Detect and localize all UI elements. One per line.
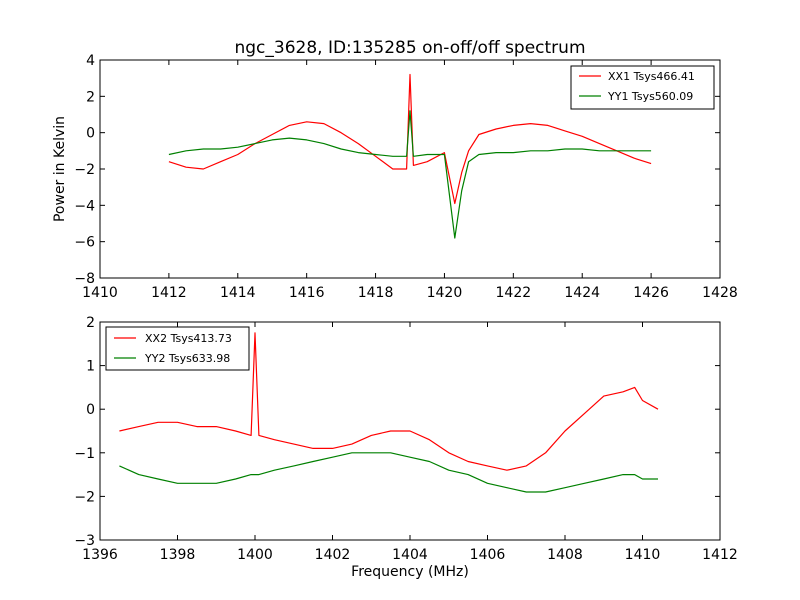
bottom-tick-layer: 1396 1398 1400 1402 1404 1406 1408 1410 1412 −3 −2… — [74, 315, 737, 563]
bottom-y-tick-label: 0 — [86, 402, 95, 418]
top-series-line-2 — [168, 110, 652, 239]
bottom-x-tick-label: 1410 — [625, 547, 661, 563]
top-x-tick-label: 1418 — [358, 285, 394, 301]
top-series-layer — [168, 73, 652, 239]
top-legend-box — [570, 65, 715, 110]
bottom-legend-label-xx2: XX2 Tsys413.73 — [145, 332, 232, 345]
bottom-series-line-2 — [119, 452, 658, 493]
bottom-legend: XX2 Tsys413.73 YY2 Tsys633.98 — [105, 326, 250, 371]
top-x-tick-label: 1412 — [151, 285, 187, 301]
bottom-legend-box — [105, 326, 250, 371]
top-y-tick-label: −6 — [74, 235, 95, 251]
top-series-line-1 — [168, 73, 652, 205]
bottom-x-tick-label: 1402 — [315, 547, 351, 563]
top-legend-label-yy1: YY1 Tsys560.09 — [607, 90, 693, 103]
bottom-x-axis-label: Frequency (MHz) — [351, 564, 469, 580]
bottom-y-tick-label: 2 — [86, 315, 95, 331]
top-x-tick-label: 1422 — [496, 285, 532, 301]
bottom-y-tick-label: −2 — [74, 489, 95, 505]
bottom-x-tick-label: 1408 — [547, 547, 583, 563]
top-y-tick-label: 4 — [86, 53, 95, 69]
top-y-tick-label: −8 — [74, 271, 95, 287]
top-y-tick-label: −4 — [74, 198, 95, 214]
bottom-y-tick-label: −1 — [74, 446, 95, 462]
top-x-tick-label: 1424 — [564, 285, 600, 301]
top-y-tick-label: −2 — [74, 162, 95, 178]
bottom-x-tick-label: 1412 — [702, 547, 738, 563]
bottom-x-tick-label: 1406 — [470, 547, 506, 563]
top-legend-label-xx1: XX1 Tsys466.41 — [608, 70, 695, 83]
top-x-tick-label: 1426 — [633, 285, 669, 301]
top-x-tick-label: 1410 — [82, 285, 118, 301]
bottom-series-layer — [119, 332, 659, 493]
top-y-tick-label: 0 — [86, 126, 95, 142]
top-x-tick-label: 1416 — [289, 285, 325, 301]
bottom-x-tick-label: 1398 — [160, 547, 196, 563]
bottom-legend-label-yy2: YY2 Tsys633.98 — [144, 352, 230, 365]
top-spectrum-panel: ngc_3628, ID:135285 on-off/off spectrum … — [52, 38, 738, 301]
top-y-axis-label: Power in Kelvin — [52, 116, 68, 222]
top-legend: XX1 Tsys466.41 YY1 Tsys560.09 — [570, 65, 715, 110]
bottom-series-line-1 — [119, 332, 659, 471]
top-x-tick-label: 1420 — [427, 285, 463, 301]
top-y-tick-label: 2 — [86, 89, 95, 105]
bottom-x-tick-label: 1404 — [392, 547, 428, 563]
top-x-tick-label: 1414 — [220, 285, 256, 301]
bottom-x-tick-label: 1396 — [82, 547, 118, 563]
bottom-y-tick-label: −3 — [74, 533, 95, 549]
bottom-y-tick-label: 1 — [86, 359, 95, 375]
top-x-tick-label: 1428 — [702, 285, 738, 301]
bottom-spectrum-panel: Frequency (MHz) 1396 1398 1400 1402 1404 1406… — [74, 315, 737, 580]
bottom-x-tick-label: 1400 — [237, 547, 273, 563]
top-tick-layer: 1410 1412 1414 1416 1418 1420 1422 1424 1426 1428… — [74, 53, 737, 301]
top-chart-title: ngc_3628, ID:135285 on-off/off spectrum — [234, 38, 585, 58]
